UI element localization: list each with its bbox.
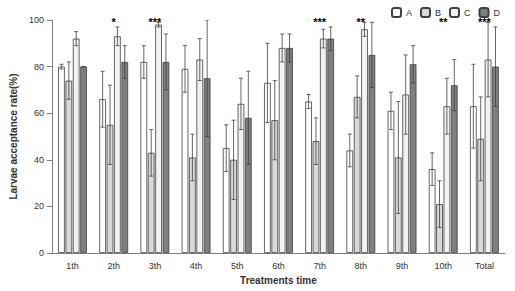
svg-text:1th: 1th: [66, 261, 79, 271]
svg-text:**: **: [439, 16, 448, 28]
svg-text:8th: 8th: [355, 261, 368, 271]
svg-text:3th: 3th: [149, 261, 162, 271]
svg-text:B: B: [435, 7, 441, 18]
svg-text:Total: Total: [475, 261, 494, 271]
svg-text:*: *: [112, 16, 117, 28]
svg-text:80: 80: [34, 62, 44, 72]
svg-text:20: 20: [34, 201, 44, 211]
svg-text:A: A: [406, 8, 412, 18]
svg-text:6th: 6th: [272, 261, 285, 271]
svg-text:***: ***: [313, 16, 327, 28]
svg-text:D: D: [494, 8, 501, 18]
svg-text:Larvae acceptance rate(%): Larvae acceptance rate(%): [8, 73, 19, 199]
svg-text:100: 100: [29, 15, 44, 25]
svg-text:***: ***: [478, 16, 492, 28]
svg-text:4th: 4th: [190, 261, 203, 271]
svg-text:10th: 10th: [434, 261, 452, 271]
svg-text:Treatments time: Treatments time: [240, 275, 317, 286]
svg-text:5th: 5th: [231, 261, 244, 271]
svg-text:C: C: [464, 8, 471, 18]
svg-text:7th: 7th: [313, 261, 326, 271]
svg-text:40: 40: [34, 155, 44, 165]
svg-text:0: 0: [39, 248, 44, 258]
svg-text:**: **: [357, 16, 366, 28]
svg-text:9th: 9th: [396, 261, 409, 271]
svg-text:2th: 2th: [107, 261, 120, 271]
svg-text:60: 60: [34, 108, 44, 118]
svg-text:***: ***: [148, 16, 162, 28]
